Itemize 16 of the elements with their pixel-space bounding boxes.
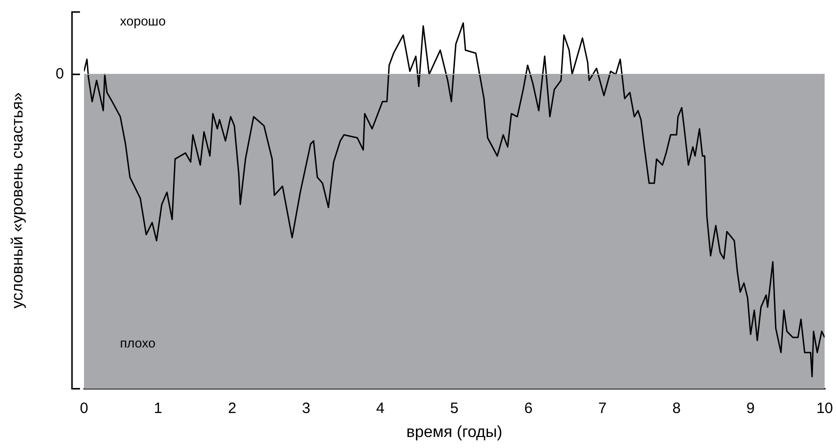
x-tick-label: 6 — [524, 400, 533, 417]
x-tick-label: 7 — [598, 400, 607, 417]
x-tick-label: 5 — [450, 400, 458, 417]
ref-line-label: 0 — [56, 66, 64, 83]
x-tick-label: 2 — [228, 400, 236, 417]
x-axis-title: время (годы) — [406, 424, 502, 441]
x-tick-label: 9 — [746, 400, 755, 417]
annotation: хорошо — [120, 14, 166, 29]
x-tick-label: 0 — [80, 400, 88, 417]
y-axis-title: условный «уровень счастья» — [9, 92, 26, 308]
x-tick-label: 10 — [816, 400, 833, 417]
annotation: плохо — [120, 335, 156, 350]
x-tick-label: 1 — [154, 400, 162, 417]
x-tick-label: 3 — [302, 400, 310, 417]
x-tick-label: 8 — [672, 400, 681, 417]
x-tick-label: 4 — [376, 400, 384, 417]
